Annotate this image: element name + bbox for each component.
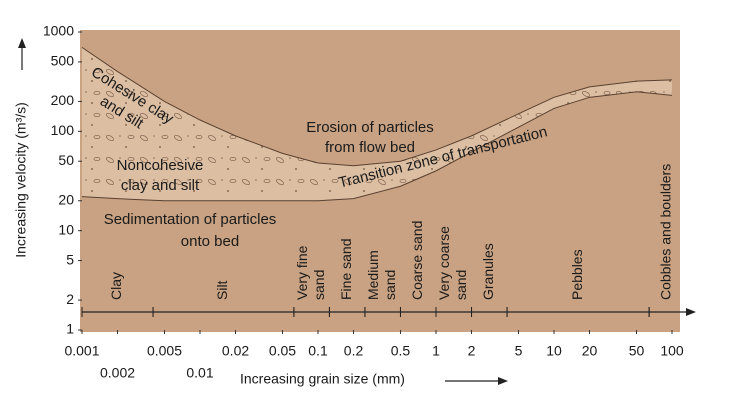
y-axis-arrowhead — [18, 38, 26, 48]
x-tick-label: 0.005 — [147, 343, 182, 359]
class-label: Coarse sand — [409, 221, 425, 300]
x-tick-label: 50 — [629, 343, 645, 359]
class-label: Fine sand — [338, 239, 354, 300]
x-tick-label: 0.02 — [222, 343, 249, 359]
threshold-line — [81, 46, 673, 167]
y-tick-label: 1000 — [43, 23, 74, 39]
class-label: Very coarse — [436, 226, 452, 300]
y-axis-label: Increasing velocity (m³/s) — [13, 102, 29, 258]
x-tick-label: 0.001 — [64, 343, 99, 359]
threshold-line — [81, 91, 673, 202]
x-tick-label: 0.1 — [308, 343, 328, 359]
x-tick-label: 2 — [468, 343, 476, 359]
annotation: clay and silt — [121, 177, 200, 194]
class-label: Cobbles and boulders — [657, 164, 673, 300]
class-axis-arrowhead — [686, 308, 696, 316]
class-label: sand — [382, 270, 398, 300]
y-tick-label: 200 — [51, 92, 75, 108]
y-tick-label: 100 — [51, 122, 75, 138]
class-label: Medium — [365, 250, 381, 300]
annotation: from flow bed — [325, 139, 415, 156]
annotation: Sedimentation of particles — [104, 211, 277, 228]
x-tick-label: 0.05 — [269, 343, 296, 359]
x-tick-label: 0.2 — [344, 343, 364, 359]
x-tick-label: 0.01 — [186, 365, 213, 381]
y-tick-label: 5 — [66, 251, 74, 267]
class-label: Pebbles — [569, 249, 585, 300]
x-tick-label: 5 — [515, 343, 523, 359]
y-tick-label: 50 — [58, 152, 74, 168]
y-tick-label: 20 — [58, 191, 74, 207]
x-tick-label: 20 — [582, 343, 598, 359]
y-tick-label: 1 — [66, 321, 74, 337]
annotation: onto bed — [181, 233, 239, 250]
y-tick-label: 10 — [58, 221, 74, 237]
y-tick-label: 500 — [51, 53, 75, 69]
class-label: Silt — [214, 280, 230, 300]
class-label: Granules — [480, 243, 496, 300]
class-label: sand — [453, 270, 469, 300]
annotation: Noncohesive — [117, 157, 204, 174]
class-label: Clay — [108, 272, 124, 300]
y-tick-label: 2 — [66, 291, 74, 307]
class-label: Very fine — [294, 245, 310, 300]
x-tick-label: 0.002 — [100, 365, 135, 381]
x-tick-label: 10 — [546, 343, 562, 359]
x-tick-label: 1 — [432, 343, 440, 359]
annotation: Erosion of particles — [306, 119, 434, 136]
x-axis-label: Increasing grain size (mm) — [240, 371, 405, 387]
transition-band-texture — [82, 47, 672, 201]
x-tick-label: 100 — [660, 343, 684, 359]
class-label: sand — [311, 270, 327, 300]
x-tick-label: 0.5 — [391, 343, 411, 359]
x-axis-arrowhead — [498, 377, 508, 385]
